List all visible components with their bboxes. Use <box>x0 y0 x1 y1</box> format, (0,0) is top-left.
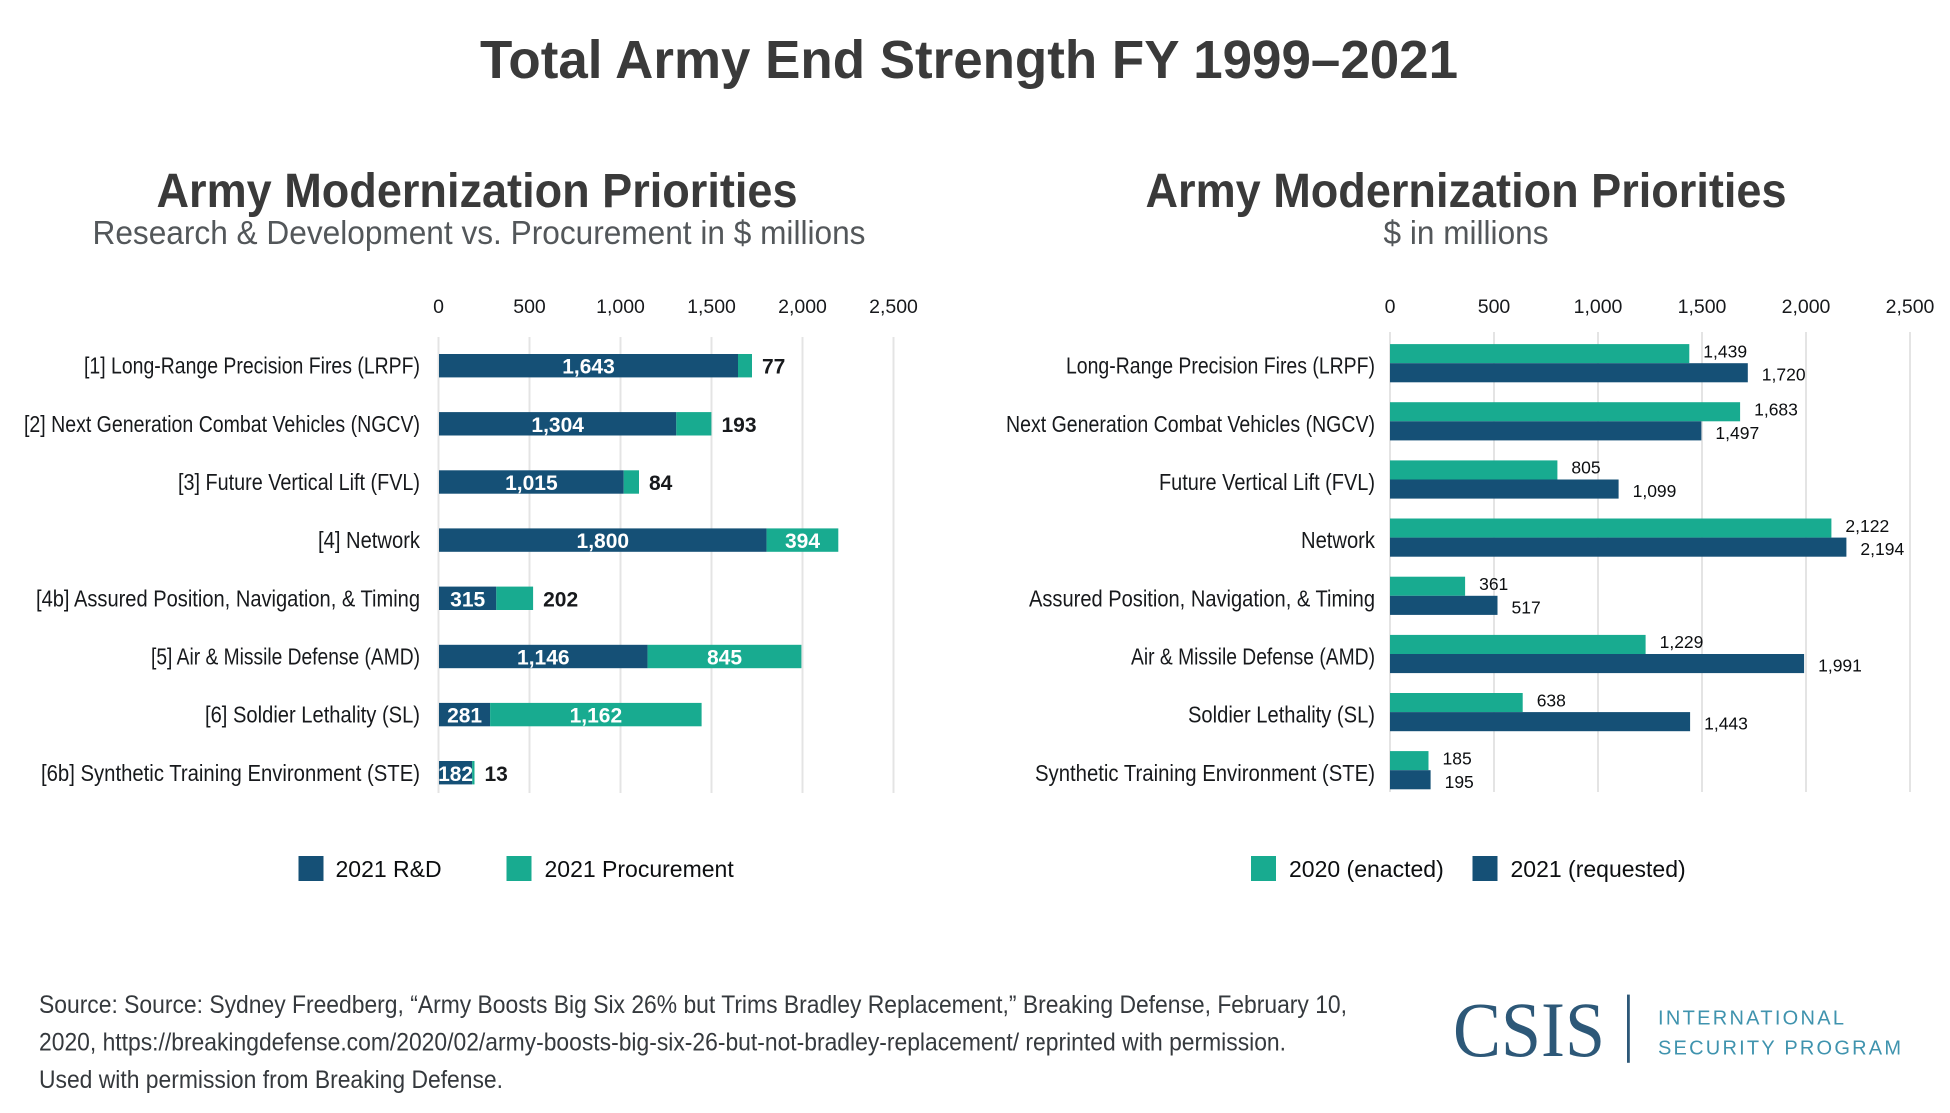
svg-text:2,500: 2,500 <box>869 296 918 318</box>
svg-text:1,991: 1,991 <box>1818 656 1862 676</box>
svg-text:361: 361 <box>1479 574 1508 594</box>
svg-text:[1] Long-Range Precision Fires: [1] Long-Range Precision Fires (LRPF) <box>84 353 420 379</box>
svg-text:0: 0 <box>1385 296 1396 318</box>
svg-text:845: 845 <box>707 647 742 670</box>
svg-text:Synthetic Training Environment: Synthetic Training Environment (STE) <box>1035 760 1375 786</box>
svg-text:SECURITY PROGRAM: SECURITY PROGRAM <box>1658 1037 1901 1059</box>
svg-text:2,122: 2,122 <box>1845 516 1889 536</box>
svg-text:1,146: 1,146 <box>517 647 570 670</box>
svg-text:2,194: 2,194 <box>1860 539 1904 559</box>
svg-text:1,497: 1,497 <box>1715 423 1759 443</box>
svg-text:1,683: 1,683 <box>1754 400 1798 420</box>
svg-text:1,800: 1,800 <box>577 530 630 553</box>
svg-text:1,500: 1,500 <box>687 296 736 318</box>
svg-text:1,500: 1,500 <box>1678 296 1727 318</box>
svg-text:638: 638 <box>1537 690 1566 710</box>
svg-text:1,643: 1,643 <box>562 356 615 379</box>
svg-text:2,500: 2,500 <box>1886 296 1935 318</box>
svg-text:2020 (enacted): 2020 (enacted) <box>1289 856 1444 882</box>
svg-text:[5] Air & Missile Defense (AMD: [5] Air & Missile Defense (AMD) <box>151 644 420 670</box>
svg-text:CSIS: CSIS <box>1453 986 1605 1073</box>
svg-text:1,000: 1,000 <box>1574 296 1623 318</box>
svg-text:500: 500 <box>513 296 546 318</box>
svg-text:Army Modernization Priorities: Army Modernization Priorities <box>1146 165 1787 218</box>
svg-text:2,000: 2,000 <box>778 296 827 318</box>
svg-text:394: 394 <box>785 530 820 553</box>
svg-text:1,162: 1,162 <box>570 705 623 728</box>
svg-text:Long-Range Precision Fires (LR: Long-Range Precision Fires (LRPF) <box>1066 353 1375 379</box>
svg-text:517: 517 <box>1512 597 1541 617</box>
svg-text:2021 R&D: 2021 R&D <box>336 856 442 882</box>
svg-text:[4] Network: [4] Network <box>318 527 420 553</box>
svg-text:805: 805 <box>1571 458 1600 478</box>
svg-text:1,304: 1,304 <box>531 414 584 437</box>
svg-text:Source: Source: Sydney Freedbe: Source: Source: Sydney Freedberg, “Army … <box>39 991 1347 1019</box>
svg-text:Army Modernization Priorities: Army Modernization Priorities <box>157 165 798 218</box>
svg-text:Next Generation Combat Vehicle: Next Generation Combat Vehicles (NGCV) <box>1006 411 1375 437</box>
svg-text:Total Army End Strength FY 199: Total Army End Strength FY 1999–2021 <box>480 30 1458 90</box>
svg-text:2020, https://breakingdefense.: 2020, https://breakingdefense.com/2020/0… <box>39 1029 1286 1057</box>
svg-text:Used with permission from Brea: Used with permission from Breaking Defen… <box>39 1066 503 1094</box>
svg-text:2021 Procurement: 2021 Procurement <box>545 856 735 882</box>
svg-text:182: 182 <box>438 763 473 786</box>
svg-text:185: 185 <box>1443 749 1472 769</box>
svg-text:Air & Missile Defense (AMD): Air & Missile Defense (AMD) <box>1131 644 1375 670</box>
svg-text:1,000: 1,000 <box>596 296 645 318</box>
svg-text:[6] Soldier Lethality (SL): [6] Soldier Lethality (SL) <box>205 702 420 728</box>
svg-text:[3] Future Vertical Lift (FVL): [3] Future Vertical Lift (FVL) <box>178 469 420 495</box>
svg-text:Assured Position, Navigation,: Assured Position, Navigation, & Timing <box>1029 585 1375 611</box>
svg-text:INTERNATIONAL: INTERNATIONAL <box>1658 1008 1844 1030</box>
svg-text:1,099: 1,099 <box>1633 481 1677 501</box>
svg-text:$ in millions: $ in millions <box>1384 214 1549 251</box>
svg-text:0: 0 <box>433 296 444 318</box>
svg-text:315: 315 <box>450 588 485 611</box>
svg-text:202: 202 <box>543 588 578 611</box>
svg-text:Soldier Lethality (SL): Soldier Lethality (SL) <box>1188 702 1375 728</box>
svg-text:1,439: 1,439 <box>1703 341 1747 361</box>
svg-text:1,229: 1,229 <box>1660 632 1704 652</box>
svg-text:1,015: 1,015 <box>505 472 558 495</box>
svg-text:Network: Network <box>1301 527 1375 553</box>
svg-text:[2] Next Generation Combat Veh: [2] Next Generation Combat Vehicles (NGC… <box>24 411 420 437</box>
svg-text:2021 (requested): 2021 (requested) <box>1511 856 1686 882</box>
svg-text:195: 195 <box>1445 772 1474 792</box>
svg-text:Research & Development vs. Pro: Research & Development vs. Procurement i… <box>93 214 866 251</box>
svg-text:281: 281 <box>447 705 482 728</box>
svg-text:193: 193 <box>722 414 757 437</box>
svg-text:2,000: 2,000 <box>1782 296 1831 318</box>
svg-text:1,720: 1,720 <box>1762 365 1806 385</box>
svg-text:13: 13 <box>485 763 508 786</box>
svg-text:500: 500 <box>1478 296 1511 318</box>
svg-text:Future Vertical Lift (FVL): Future Vertical Lift (FVL) <box>1159 469 1375 495</box>
svg-text:84: 84 <box>649 472 673 495</box>
svg-text:1,443: 1,443 <box>1704 714 1748 734</box>
svg-text:[6b] Synthetic Training Enviro: [6b] Synthetic Training Environment (STE… <box>41 760 420 786</box>
svg-text:[4b] Assured Position, Navigat: [4b] Assured Position, Navigation, & Tim… <box>36 585 420 611</box>
svg-text:77: 77 <box>762 356 785 379</box>
